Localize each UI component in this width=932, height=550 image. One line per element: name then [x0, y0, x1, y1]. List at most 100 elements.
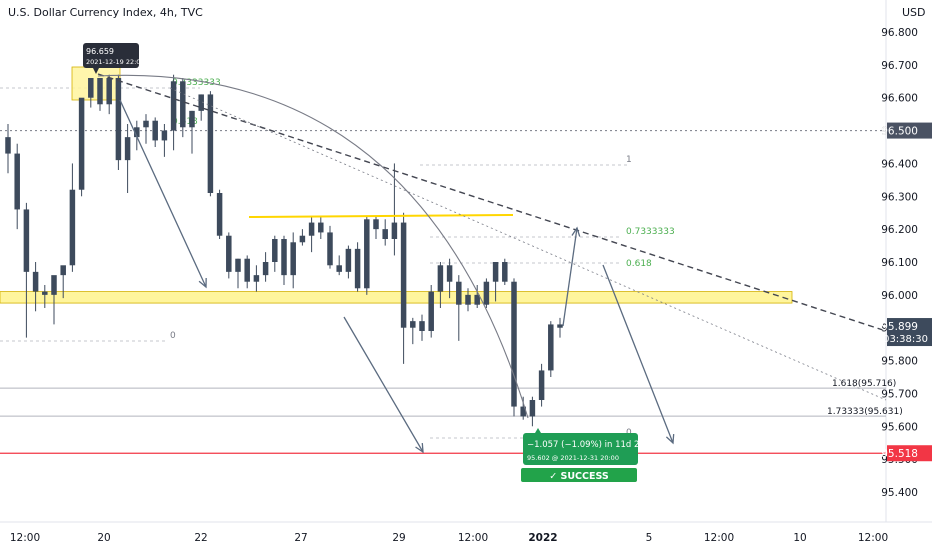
y-tick-label: 96.700 — [881, 60, 918, 72]
measure-callout-line2: 95.602 @ 2021-12-31 20:00 — [527, 454, 619, 462]
high-callout-pointer — [93, 68, 99, 74]
arc-curve[interactable] — [97, 74, 529, 419]
y-tick-label: 96.600 — [881, 93, 918, 105]
candle-body — [134, 127, 140, 138]
candle-body — [106, 78, 112, 105]
x-tick-label: 29 — [392, 532, 405, 544]
current-price-label[interactable] — [887, 318, 932, 347]
fib-level-label: 0.7333333 — [626, 227, 675, 237]
support-zone[interactable] — [0, 291, 793, 304]
candle-body — [483, 281, 490, 305]
candle-body — [115, 78, 122, 161]
candle-body — [198, 94, 204, 111]
candle-body — [226, 235, 232, 272]
high-callout-value: 96.659 — [86, 47, 114, 56]
candle-body — [520, 406, 526, 417]
candle-body — [207, 94, 214, 193]
candle-body — [529, 400, 536, 417]
y-tick-label: 95.800 — [881, 356, 918, 368]
arrow-head — [571, 226, 581, 237]
candle-body — [235, 258, 241, 272]
fib-level-label: 1 — [626, 155, 632, 165]
candle-body — [474, 294, 480, 305]
price-label-text: 95.518 — [881, 448, 918, 460]
x-tick-label: 5 — [646, 532, 653, 544]
candle-body — [23, 209, 30, 272]
candle-body — [373, 219, 379, 230]
measure-callout-box[interactable] — [523, 433, 638, 465]
yellow-trendline[interactable] — [248, 214, 514, 218]
x-tick-label: 12:00 — [704, 532, 734, 544]
measure-callout-pointer — [535, 428, 541, 433]
candle-body — [400, 222, 407, 328]
y-tick-label: 96.000 — [881, 290, 918, 302]
candle-body — [354, 248, 361, 289]
candle-body — [336, 265, 342, 272]
candle-body — [69, 189, 76, 266]
price-label-95518[interactable] — [887, 445, 932, 462]
candle-body — [465, 294, 471, 305]
fib-level-label: 1.618(95.716) — [832, 379, 896, 389]
candle-body — [32, 271, 39, 292]
candle-body — [502, 262, 508, 282]
projection-arrow[interactable] — [119, 99, 207, 288]
candle-body — [60, 265, 66, 276]
x-tick-label: 20 — [97, 532, 110, 544]
candle-body — [170, 81, 177, 131]
candle-body — [216, 193, 223, 236]
x-tick-label: 12:00 — [10, 532, 40, 544]
candle-body — [124, 137, 131, 161]
candle-body — [42, 291, 48, 295]
price-label-text: 96.500 — [881, 126, 918, 138]
candle-body — [244, 258, 250, 282]
candle-body — [345, 248, 352, 272]
projection-arrow[interactable] — [602, 264, 674, 444]
candle-body — [152, 120, 158, 141]
y-tick-label: 96.100 — [881, 257, 918, 269]
candle-body — [5, 137, 11, 154]
x-tick-label: 12:00 — [458, 532, 488, 544]
candle-body — [262, 262, 269, 276]
y-tick-label: 95.600 — [881, 421, 918, 433]
candle-body — [428, 291, 434, 331]
dotted-trendline — [169, 87, 887, 401]
y-tick-label: 96.400 — [881, 158, 918, 170]
candle-body — [180, 81, 186, 128]
candle-body — [318, 222, 324, 233]
candle-body — [391, 222, 398, 239]
x-tick-label: 22 — [194, 532, 207, 544]
dashed-trendline[interactable] — [97, 73, 887, 332]
bar-countdown-text: 03:38:30 — [883, 334, 928, 345]
y-tick-label: 95.400 — [881, 487, 918, 499]
y-tick-label: 95.700 — [881, 388, 918, 400]
projection-arrow[interactable] — [343, 316, 424, 453]
candle-body — [51, 275, 57, 295]
currency-label: USD — [902, 6, 926, 19]
candle-body — [14, 153, 20, 210]
candle-body — [548, 324, 554, 371]
y-tick-label: 96.800 — [881, 27, 918, 39]
candle-body — [511, 281, 517, 407]
candle-body — [78, 97, 85, 190]
high-callout-box[interactable] — [83, 43, 139, 68]
arrow-head — [665, 433, 675, 445]
projection-arrow[interactable] — [562, 227, 578, 327]
candle-body — [88, 78, 94, 98]
x-tick-label: 10 — [793, 532, 806, 544]
candle-body — [272, 239, 278, 262]
price-label-96500[interactable] — [887, 122, 932, 139]
candle-body — [253, 275, 260, 282]
candle-body — [364, 219, 370, 289]
chart-title: U.S. Dollar Currency Index, 4h, TVC — [8, 6, 203, 19]
x-tick-label: 12:00 — [858, 532, 888, 544]
fib-level-label: 0 — [170, 331, 176, 341]
candle-body — [456, 281, 462, 305]
success-badge[interactable] — [521, 468, 637, 482]
candle-body — [97, 78, 103, 105]
candle-body — [308, 222, 315, 236]
candle-body — [557, 324, 563, 328]
candle-body — [189, 110, 195, 128]
success-badge-text: ✓ SUCCESS — [549, 471, 609, 482]
